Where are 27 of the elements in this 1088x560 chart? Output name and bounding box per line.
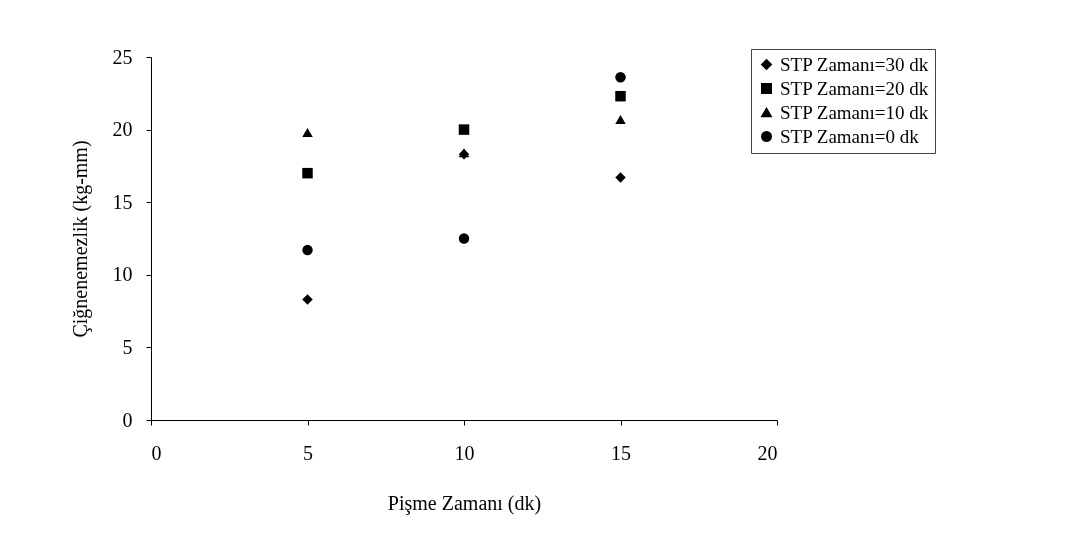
point (615, 90, 626, 102)
point (615, 72, 626, 83)
y-tick-label: 25 (112, 45, 133, 68)
point (458, 233, 470, 244)
point (302, 244, 313, 256)
legend-label: STP Zamanı=30 dk (780, 53, 929, 75)
legend-label: STP Zamanı=20 dk (780, 77, 929, 99)
y-tick-label: 10 (112, 263, 133, 286)
y-axis-title: Çiğnenemezlik (kg-mm) (68, 140, 92, 338)
y-tick-label: 5 (122, 335, 133, 358)
point (458, 124, 470, 135)
point (302, 127, 313, 138)
x-tick-label: 20 (757, 441, 778, 464)
y-tick-label: 20 (112, 118, 133, 141)
x-tick-label: 15 (611, 441, 631, 464)
x-tick-label: 10 (454, 441, 475, 464)
point (302, 167, 313, 179)
y-tick-label: 0 (122, 408, 133, 431)
x-axis-title: Pişme Zamanı (dk) (387, 491, 542, 515)
legend-label: STP Zamanı=10 dk (780, 101, 929, 123)
point (302, 294, 313, 305)
x-tick-label: 5 (303, 441, 313, 464)
point (615, 114, 626, 124)
point (615, 172, 626, 183)
y-tick-label: 15 (112, 190, 133, 213)
legend-label: STP Zamanı=0 dk (780, 125, 920, 147)
x-tick-label: 0 (151, 441, 162, 464)
